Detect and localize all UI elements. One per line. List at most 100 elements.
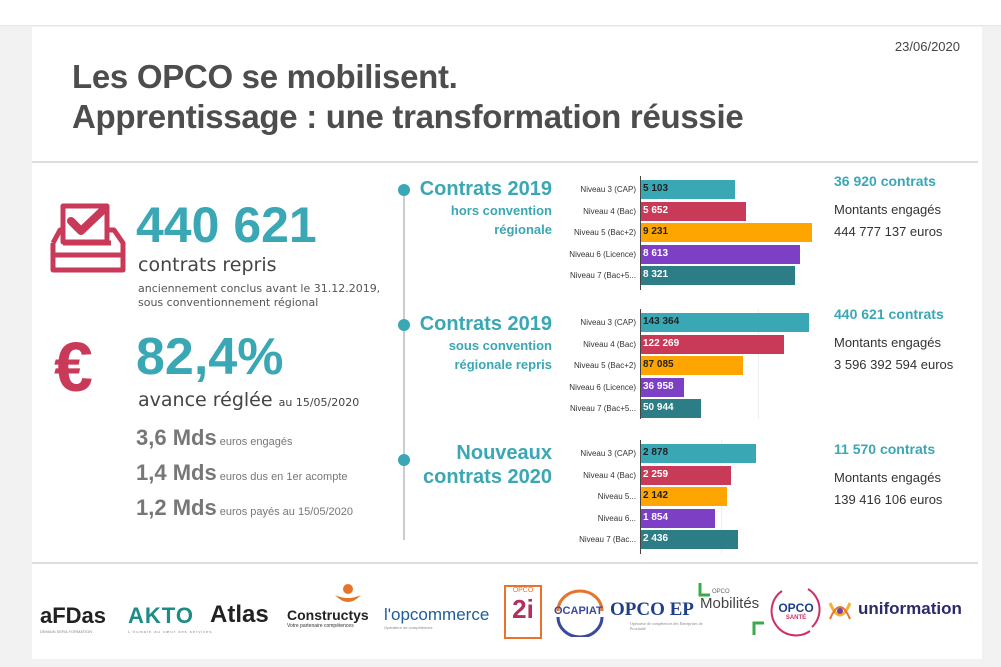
advance-date: au 15/05/2020 xyxy=(278,396,360,409)
section-subtitle: hors convention xyxy=(450,203,552,218)
logo-akto: AKTO L'humain au cœur des services xyxy=(128,603,212,634)
stat-amount-label: Montants engagés xyxy=(834,335,941,350)
logo-tagline: Opérateur de compétences xyxy=(384,625,433,630)
logo-text: uniformation xyxy=(858,599,962,618)
section-heading: Nouveaux xyxy=(456,442,552,464)
timeline-line xyxy=(403,190,405,540)
category-label: Niveau 3 (CAP) xyxy=(580,449,636,458)
title-line-1: Les OPCO se mobilisent. xyxy=(72,58,458,95)
logo-tagline: OPCO xyxy=(512,587,534,594)
category-label: Niveau 7 (Bac... xyxy=(579,535,636,544)
category-label: Niveau 6 (Licence) xyxy=(569,382,636,392)
logo-opcommerce: l'opcommerce Opérateur de compétences xyxy=(384,605,489,630)
bar: 8 613 xyxy=(641,244,801,264)
bar-value-label: 9 231 xyxy=(643,226,669,237)
stat-amount-value: 139 416 106 euros xyxy=(834,492,943,507)
bar-value-label: 36 958 xyxy=(643,380,674,392)
stat-amount-label: Montants engagés xyxy=(834,470,941,485)
constructys-figure-icon xyxy=(335,584,361,602)
infographic-card: 23/06/2020 Les OPCO se mobilisent. Appre… xyxy=(32,27,982,659)
section-heading: contrats 2020 xyxy=(423,466,552,488)
chart-gridline xyxy=(758,309,759,419)
euro-icon: € xyxy=(54,328,93,406)
bar-value-label: 8 321 xyxy=(643,269,669,280)
section-title-hors-convention: Contrats 2019 hors convention régionale xyxy=(420,177,552,239)
category-label: Niveau 4 (Bac) xyxy=(583,206,636,216)
advance-label: avance réglée au 15/05/2020 xyxy=(138,389,359,411)
timeline-dot xyxy=(398,319,410,331)
ballot-box-check-icon xyxy=(50,203,126,273)
bar-value-label: 2 259 xyxy=(643,468,669,480)
logo-opco-2i: OPCO 2i xyxy=(504,585,542,639)
timeline-dot xyxy=(398,454,410,466)
category-label: Niveau 5... xyxy=(597,492,636,501)
logo-text: OPCO EP xyxy=(610,599,694,620)
amount-value: 3,6 Mds xyxy=(136,425,217,450)
chart-axis xyxy=(640,440,641,554)
mobilites-green-mark-icon xyxy=(698,583,710,597)
section-heading: Contrats 2019 xyxy=(419,178,552,200)
bar-value-label: 50 944 xyxy=(643,402,674,413)
bar-chart-nouveaux-contrats: Niveau 3 (CAP) 2 878 Niveau 4 (Bac) 2 259 Ni… xyxy=(532,440,832,554)
category-label: Niveau 7 (Bac+5... xyxy=(569,404,636,413)
bar-chart-hors-convention: Niveau 3 (CAP) 5 103 Niveau 4 (Bac) 5 652 Ni… xyxy=(532,176,832,290)
category-label: Niveau 6 (Licence) xyxy=(569,249,636,259)
bar: 8 321 xyxy=(641,266,795,285)
logo-text: Atlas xyxy=(210,601,269,628)
logos-divider xyxy=(32,562,978,564)
stat-contracts: 440 621 contrats xyxy=(834,306,944,322)
contracts-note-line-2: sous conventionnement régional xyxy=(138,296,319,309)
logo-afdas: aFDas DEMAIN SERA FORMATION xyxy=(40,603,106,634)
logo-text: Mobilités xyxy=(700,595,760,612)
contracts-number: 440 621 xyxy=(136,197,317,253)
logo-opco-mobilites: OPCO Mobilités xyxy=(698,583,764,635)
bar-value-label: 143 364 xyxy=(643,316,680,327)
logo-tagline: L'humain au cœur des services xyxy=(128,629,213,634)
page-title: Les OPCO se mobilisent. Apprentissage : … xyxy=(72,57,744,137)
category-label: Niveau 6... xyxy=(597,513,636,523)
section-subtitle: régionale xyxy=(494,222,552,237)
opco-sante-arc-icon xyxy=(770,588,821,637)
contracts-note-line-1: anciennement conclus avant le 31.12.2019… xyxy=(138,282,381,295)
stat-contracts: 11 570 contrats xyxy=(834,441,936,457)
stat-contracts: 36 920 contrats xyxy=(834,173,936,189)
amount-engaged: 3,6 Mds euros engagés xyxy=(136,425,292,451)
logo-text: l'opcommerce xyxy=(384,605,490,624)
stat-amount-value: 3 596 392 594 euros xyxy=(834,357,954,372)
logo-opco-ep: OPCO EP Opérateur de compétences des Ent… xyxy=(610,599,710,631)
section-subtitle: régionale repris xyxy=(454,357,552,372)
category-label: Niveau 7 (Bac+5... xyxy=(569,271,636,280)
top-strip xyxy=(0,0,1001,26)
logo-tagline: DEMAIN SERA FORMATION xyxy=(40,629,93,634)
section-heading: Contrats 2019 xyxy=(419,313,552,335)
stat-amount-value: 444 777 137 euros xyxy=(834,224,943,239)
bar: 9 231 xyxy=(641,223,812,242)
bar: 2 259 xyxy=(641,465,732,485)
stat-amount: Montants engagés 3 596 392 594 euros xyxy=(834,332,953,376)
logo-tagline: Opérateur de compétences des Entreprises… xyxy=(630,621,703,631)
bar: 5 103 xyxy=(641,180,736,199)
logo-constructys: Constructys Votre partenaire compétences xyxy=(287,584,369,629)
mobilites-green-mark-icon xyxy=(752,621,764,635)
stat-sous-convention: 440 621 contrats Montants engagés 3 596 … xyxy=(834,306,953,376)
bar: 143 364 xyxy=(641,313,809,332)
opco-logos: aFDas DEMAIN SERA FORMATION AKTO L'humai… xyxy=(32,577,982,647)
title-line-2: Apprentissage : une transformation réuss… xyxy=(72,98,744,135)
advance-label-text: avance réglée xyxy=(138,389,273,411)
amount-desc: euros engagés xyxy=(219,436,293,448)
category-label: Niveau 3 (CAP) xyxy=(580,318,636,327)
bar: 50 944 xyxy=(641,399,701,418)
advance-percent: 82,4% xyxy=(136,328,284,386)
category-label: Niveau 5 (Bac+2) xyxy=(573,228,636,237)
uniformation-swirl-icon xyxy=(828,602,852,620)
amount-value: 1,2 Mds xyxy=(136,495,217,520)
header-divider xyxy=(32,161,978,163)
bar: 5 652 xyxy=(641,201,746,221)
logo-tagline: SANTÉ xyxy=(785,615,807,621)
amount-first-installment: 1,4 Mds euros dus en 1er acompte xyxy=(136,460,348,486)
bar-chart-sous-convention: Niveau 3 (CAP) 143 364 Niveau 4 (Bac) 122 2… xyxy=(532,309,832,419)
bar-value-label: 2 142 xyxy=(643,490,669,501)
bar: 122 269 xyxy=(641,334,785,354)
section-subtitle: sous convention xyxy=(448,338,552,353)
category-label: Niveau 3 (CAP) xyxy=(580,185,636,194)
